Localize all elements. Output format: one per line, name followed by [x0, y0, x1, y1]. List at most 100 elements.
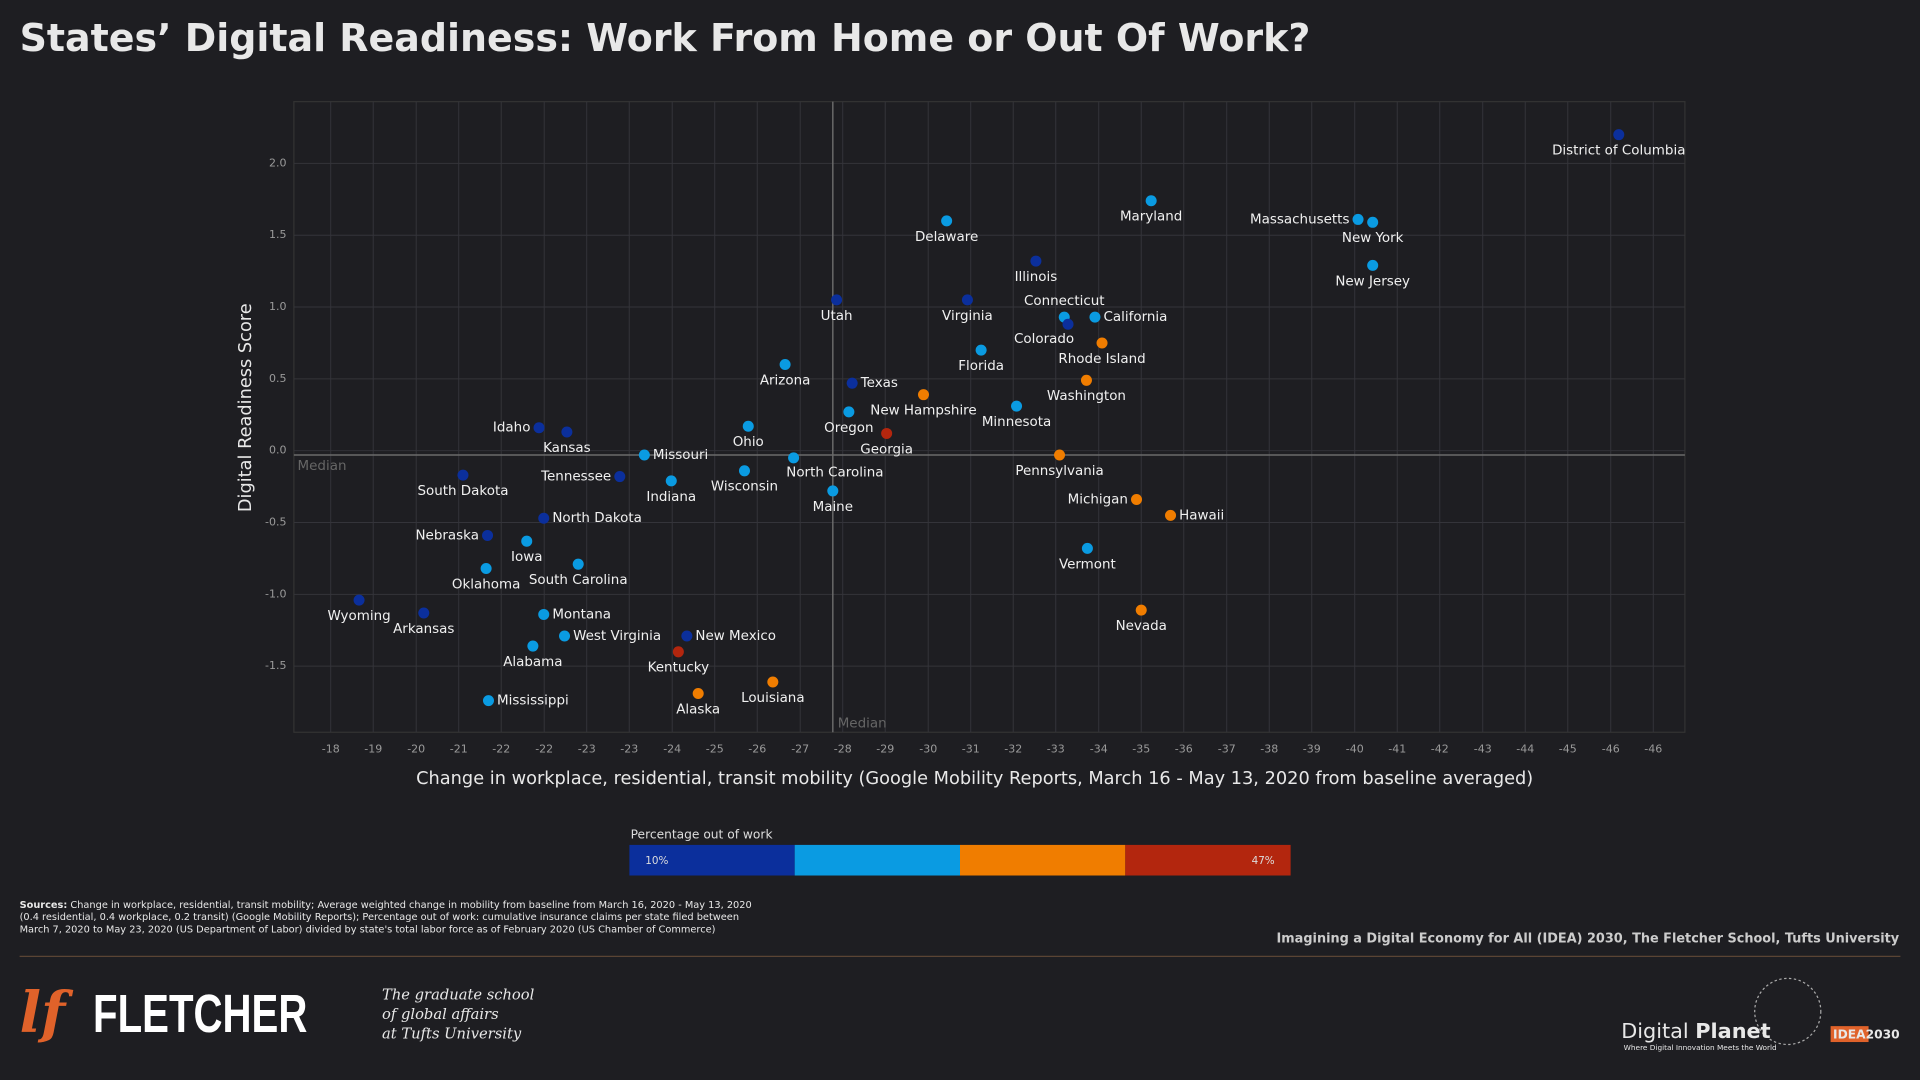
point-label: New York: [1342, 231, 1404, 246]
x-tick-label: -32: [1004, 742, 1022, 755]
x-tick-label: -35: [1132, 742, 1150, 755]
point-label: Iowa: [511, 550, 542, 565]
data-point: [1080, 374, 1092, 386]
data-point: [881, 427, 893, 439]
point-label: Texas: [860, 376, 898, 391]
x-tick-label: -23: [578, 742, 596, 755]
x-tick-label: -46: [1644, 742, 1662, 755]
colorbar-segment: [1125, 844, 1291, 876]
data-point: [482, 695, 494, 707]
data-point: [480, 562, 492, 574]
fletcher-logo: FLETCHER: [93, 984, 307, 1044]
point-label: Delaware: [915, 230, 978, 245]
point-label: Colorado: [1014, 332, 1074, 347]
point-label: North Carolina: [786, 466, 883, 481]
point-label: District of Columbia: [1552, 144, 1685, 159]
point-label: North Dakota: [552, 511, 642, 526]
y-tick-label: 0.0: [269, 444, 287, 457]
y-tick-label: -1.0: [265, 587, 287, 600]
y-axis-label: Digital Readiness Score: [236, 303, 256, 512]
globe-icon: [1754, 977, 1822, 1046]
sources-line: Change in workplace, residential, transi…: [70, 900, 751, 911]
data-point: [1054, 449, 1066, 461]
x-tick-label: -44: [1516, 742, 1534, 755]
point-label: Massachusetts: [1250, 212, 1349, 227]
digital: Digital: [1621, 1019, 1688, 1043]
x-tick-label: -36: [1175, 742, 1193, 755]
point-label: Vermont: [1059, 557, 1116, 572]
point-label: Tennessee: [540, 470, 611, 485]
point-label: Louisiana: [741, 691, 805, 706]
data-point: [1145, 195, 1157, 207]
data-point: [1367, 259, 1379, 271]
point-label: Nebraska: [415, 528, 478, 543]
colorbar-label: 10%: [645, 855, 668, 867]
sources-line: (0.4 residential, 0.4 workplace, 0.2 tra…: [20, 912, 739, 923]
point-label: Hawaii: [1179, 508, 1224, 523]
data-point: [767, 676, 779, 688]
data-point: [638, 449, 650, 461]
point-label: Virginia: [942, 309, 993, 324]
point-label: California: [1104, 310, 1168, 325]
data-point: [846, 377, 858, 389]
x-tick-label: -33: [1047, 742, 1065, 755]
data-point: [1135, 604, 1147, 616]
data-point: [1367, 216, 1379, 228]
point-label: Florida: [958, 359, 1004, 374]
data-point: [738, 465, 750, 477]
point-label: Maine: [813, 500, 853, 515]
x-tick-label: -22: [492, 742, 510, 755]
data-point: [1165, 509, 1177, 521]
point-label: West Virginia: [573, 629, 661, 644]
y-tick-label: 2.0: [269, 156, 287, 169]
point-label: Nevada: [1116, 619, 1167, 634]
point-label: Connecticut: [1024, 294, 1105, 309]
data-point: [533, 422, 545, 434]
x-tick-label: -31: [962, 742, 980, 755]
x-tick-label: -45: [1559, 742, 1577, 755]
idea-logo: IDEA2030: [1833, 1027, 1900, 1041]
idea-year: 2030: [1866, 1027, 1900, 1041]
point-label: Ohio: [733, 435, 764, 450]
data-point: [1352, 213, 1364, 225]
data-point: [1131, 494, 1143, 506]
sources-line: March 7, 2020 to May 23, 2020 (US Depart…: [20, 924, 716, 935]
colorbar-segment: [960, 844, 1126, 876]
point-label: Illinois: [1015, 270, 1058, 285]
data-point: [779, 358, 791, 371]
point-label: Washington: [1047, 389, 1126, 404]
point-label: Indiana: [646, 490, 696, 505]
x-tick-label: -23: [620, 742, 638, 755]
data-point: [1062, 318, 1074, 330]
x-tick-label: -19: [364, 742, 382, 755]
credit: Imagining a Digital Economy for All (IDE…: [1277, 932, 1900, 947]
data-point: [742, 420, 754, 432]
x-tick-label: -28: [834, 742, 852, 755]
data-point: [482, 529, 494, 541]
idea-badge: [1830, 1026, 1869, 1043]
data-point: [527, 640, 539, 652]
x-tick-label: -34: [1090, 742, 1108, 755]
x-tick-label: -43: [1474, 742, 1492, 755]
median-label: Median: [298, 459, 347, 474]
x-tick-label: -20: [407, 742, 425, 755]
point-label: New Mexico: [695, 629, 776, 644]
x-tick-label: -40: [1346, 742, 1364, 755]
colorbar-label: 47%: [1252, 855, 1275, 867]
point-label: Michigan: [1068, 493, 1128, 508]
x-tick-label: -29: [876, 742, 894, 755]
data-point: [672, 646, 684, 658]
data-point: [457, 469, 469, 481]
point-label: Arkansas: [393, 622, 454, 637]
x-tick-label: -24: [663, 742, 681, 755]
chart-title: States’ Digital Readiness: Work From Hom…: [20, 16, 1311, 60]
y-tick-label: 0.5: [269, 372, 287, 385]
digital-planet: Digital Planet: [1621, 1019, 1770, 1043]
point-label: Wyoming: [327, 609, 390, 624]
data-point: [665, 475, 677, 487]
data-point: [1030, 255, 1042, 267]
y-tick-label: -0.5: [265, 516, 287, 529]
planet: Planet: [1695, 1019, 1770, 1043]
